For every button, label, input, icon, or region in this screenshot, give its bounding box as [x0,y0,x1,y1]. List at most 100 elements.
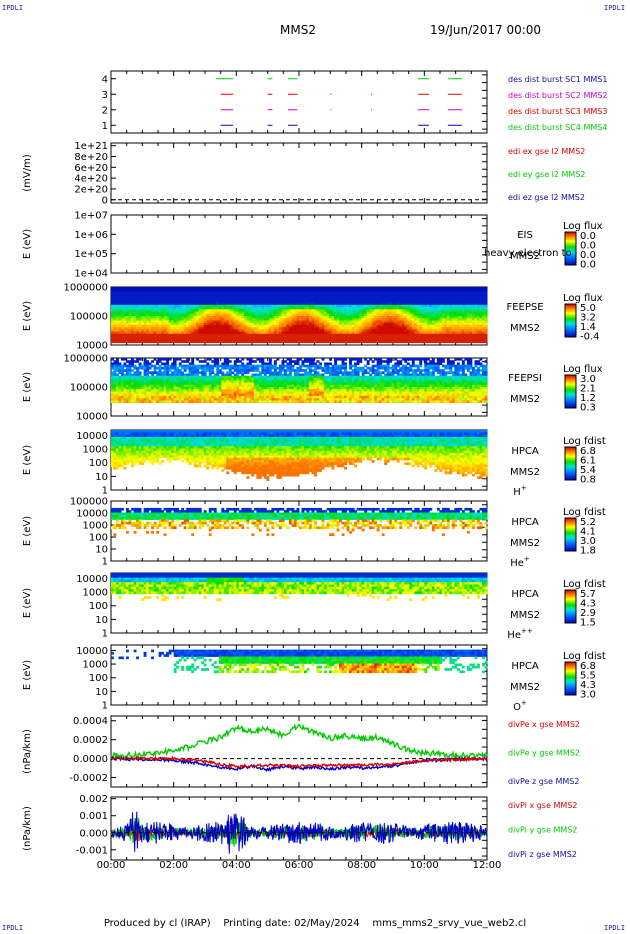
heatmap-cell [256,324,260,328]
heatmap-cell [376,366,380,370]
heatmap-cell [193,400,197,403]
heatmap-cell [218,300,305,303]
heatmap-cell [479,309,483,312]
heatmap-cell [456,371,460,374]
heatmap-cell [386,322,390,326]
heatmap-cell [379,364,383,368]
heatmap-cell [356,371,360,374]
heatmap-cell [414,313,418,317]
heatmap-cell [344,398,347,401]
heatmap-cell [309,309,312,312]
heatmap-cell [143,364,147,368]
heatmap-cell [221,320,225,324]
heatmap-cell [173,375,177,379]
heatmap-cell [218,432,222,435]
heatmap-cell [306,311,310,315]
heatmap-cell [131,309,134,312]
heatmap-cell [466,366,470,370]
heatmap-cell [221,432,225,435]
heatmap-cell [176,391,180,395]
heatmap-cell [482,373,485,377]
heatmap-cell [168,375,172,379]
heatmap-cell [444,387,448,390]
heatmap-cell [326,387,330,390]
heatmap-cell [253,373,257,377]
heatmap-cell [181,398,185,401]
heatmap-cell [431,316,435,319]
heatmap-cell [449,371,453,374]
heatmap-cell [314,324,317,328]
heatmap-cell [208,382,212,386]
heatmap-cell [151,373,154,377]
heatmap-cell [331,331,335,335]
heatmap-cell [466,364,470,368]
heatmap-cell [141,322,144,326]
heatmap-cell [374,307,378,310]
heatmap-cell [354,327,357,330]
heatmap-cell [316,327,320,330]
heatmap-cell [426,373,430,377]
heatmap-cell [356,384,360,388]
heatmap-cell [381,380,385,383]
heatmap-cell [166,309,169,312]
heatmap-cell [208,389,212,392]
heatmap-cell [364,311,368,315]
heatmap-cell [183,304,187,308]
heatmap-cell [233,362,237,366]
heatmap-cell [138,304,142,308]
heatmap-cell [331,371,335,374]
heatmap-cell [246,395,250,399]
heatmap-cell [266,382,270,386]
heatmap-cell [344,307,347,310]
heatmap-cell [371,327,375,330]
heatmap-cell [121,384,124,388]
heatmap-cell [258,371,262,374]
heatmap-cell [464,387,468,390]
heatmap-cell [464,384,468,388]
heatmap-cell [183,327,187,330]
heatmap-cell [336,331,340,335]
heatmap-cell [461,311,465,315]
heatmap-cell [228,382,232,386]
heatmap-cell [173,316,177,319]
heatmap-cell [306,320,310,324]
heatmap-cell [319,393,322,397]
heatmap-cell [444,373,448,377]
heatmap-cell [466,391,470,395]
heatmap-cell [346,318,350,321]
heatmap-cell [364,400,368,403]
heatmap-cell [266,391,270,395]
heatmap-cell [223,398,227,401]
heatmap-cell [123,327,129,330]
heatmap-cell [158,313,162,317]
heatmap-cell [296,373,300,377]
heatmap-cell [118,389,122,392]
heatmap-cell [374,398,378,401]
heatmap-cell [426,304,430,308]
heatmap-cell [251,434,255,438]
heatmap-cell [206,393,210,397]
heatmap-cell [441,331,445,335]
heatmap-cell [111,313,114,317]
heatmap-cell [278,364,282,368]
heatmap-cell [454,316,458,319]
heatmap-cell [181,331,185,335]
heatmap-cell [346,324,350,328]
heatmap-cell [404,380,408,383]
heatmap-cell [466,311,470,315]
heatmap-cell [376,371,380,374]
heatmap-cell [376,324,380,328]
heatmap-cell [228,324,232,328]
heatmap-cell [126,373,129,377]
heatmap-cell [256,387,260,390]
heatmap-cell [386,378,390,381]
heatmap-cell [163,382,167,386]
heatmap-cell [231,364,235,368]
heatmap-cell [426,391,430,395]
heatmap-cell [416,327,420,330]
heatmap-cell [469,366,473,370]
heatmap-cell [141,400,144,403]
heatmap-cell [273,318,277,321]
heatmap-cell [213,362,220,366]
heatmap-cell [213,400,217,403]
